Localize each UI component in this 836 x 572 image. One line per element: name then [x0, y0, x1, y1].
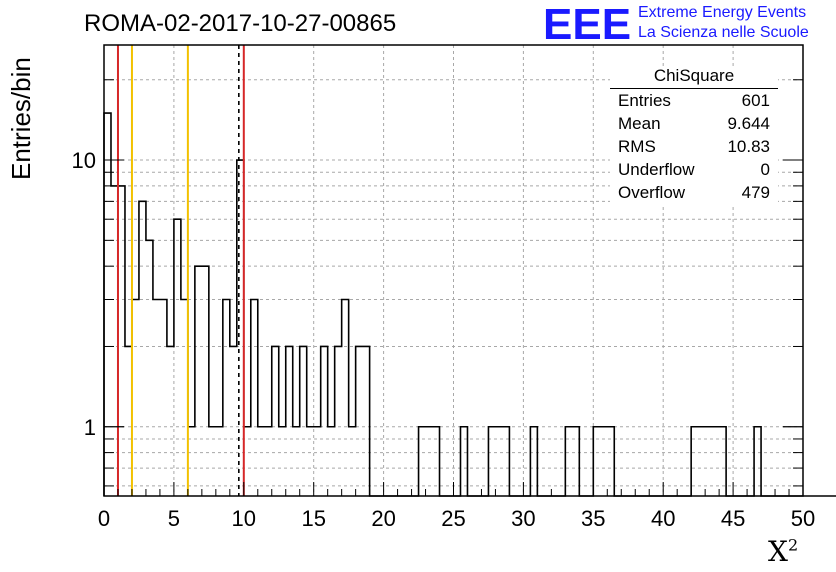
chart-title: ROMA-02-2017-10-27-00865 [84, 10, 397, 37]
stats-title: ChiSquare [610, 66, 778, 89]
stats-value: 0 [760, 160, 770, 179]
stats-label: RMS [618, 137, 656, 156]
x-tick-label: 50 [791, 506, 815, 531]
x-tick-label: 35 [581, 506, 605, 531]
stats-label: Underflow [618, 160, 695, 179]
logo-line-2: La Scienza nelle Scuole [638, 24, 809, 41]
stats-row-mean: Mean 9.644 [610, 112, 778, 135]
x-tick-label: 15 [301, 506, 325, 531]
x-tick-label: 40 [651, 506, 675, 531]
x-tick-label: 20 [371, 506, 395, 531]
x-tick-label: 25 [441, 506, 465, 531]
stats-row-underflow: Underflow 0 [610, 158, 778, 181]
x-axis-label-sup: 2 [787, 535, 799, 555]
x-tick-label: 45 [721, 506, 745, 531]
stats-value: 479 [741, 183, 770, 202]
stats-row-entries: Entries 601 [610, 89, 778, 112]
y-axis-label: Entries/bin [6, 57, 36, 180]
y-axis-label-wrap: Entries/bin [6, 40, 36, 180]
x-tick-label: 5 [168, 506, 180, 531]
stats-value: 601 [741, 91, 770, 110]
stats-label: Overflow [618, 183, 686, 202]
y-tick-label: 10 [72, 148, 96, 173]
stats-row-rms: RMS 10.83 [610, 135, 778, 158]
stats-row-overflow: Overflow 479 [610, 181, 778, 204]
x-axis-label-text: X [768, 535, 788, 568]
logo-caption: Extreme Energy Events La Scienza nelle S… [638, 3, 809, 43]
stats-label: Mean [618, 114, 661, 133]
stats-label: Entries [618, 91, 671, 110]
y-tick-label: 1 [84, 415, 96, 440]
x-axis-label: X2 [768, 535, 798, 568]
eee-logo: EEE [543, 0, 632, 49]
stats-value: 10.83 [727, 137, 770, 156]
x-tick-label: 0 [98, 506, 110, 531]
logo-line-1: Extreme Energy Events [638, 4, 807, 21]
stats-box: ChiSquare Entries 601 Mean 9.644 RMS 10.83 … [610, 66, 778, 204]
stats-value: 9.644 [727, 114, 770, 133]
x-tick-label: 10 [232, 506, 256, 531]
x-tick-label: 30 [511, 506, 535, 531]
